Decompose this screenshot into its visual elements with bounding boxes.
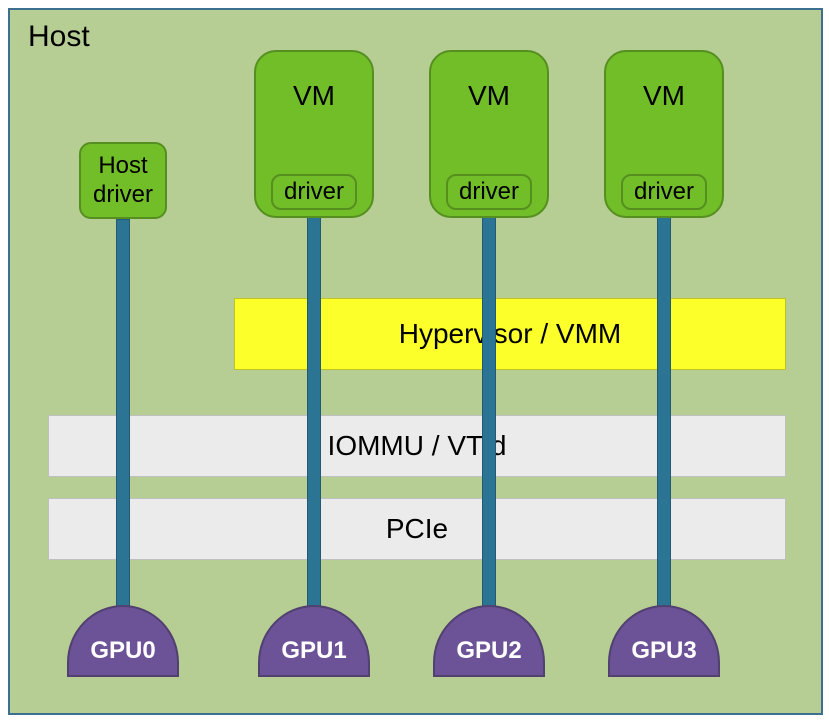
- host-title: Host: [28, 20, 90, 54]
- layer-pcie-label: PCIe: [386, 513, 448, 545]
- vm-driver-label-2: driver: [634, 178, 694, 206]
- gpu-label-1: GPU1: [281, 637, 346, 665]
- connector-1: [307, 210, 321, 615]
- gpu-label-0: GPU0: [90, 637, 155, 665]
- vm-driver-box-0: driver: [271, 174, 357, 210]
- host-driver-label: Host driver: [93, 152, 153, 210]
- layer-pcie: PCIe: [48, 498, 786, 560]
- vm-driver-box-2: driver: [621, 174, 707, 210]
- connector-3: [657, 210, 671, 615]
- layer-iommu-label: IOMMU / VT-d: [328, 430, 507, 462]
- host-driver-box: Host driver: [79, 142, 167, 219]
- vm-driver-box-1: driver: [446, 174, 532, 210]
- gpu-label-2: GPU2: [456, 637, 521, 665]
- connector-2: [482, 210, 496, 615]
- hypervisor-label: Hypervisor / VMM: [399, 318, 621, 350]
- vm-label-2: VM: [643, 80, 685, 112]
- vm-driver-label-0: driver: [284, 178, 344, 206]
- gpu-label-3: GPU3: [631, 637, 696, 665]
- vm-label-0: VM: [293, 80, 335, 112]
- diagram-canvas: Host Hypervisor / VMM IOMMU / VT-d PCIe Host…: [0, 0, 829, 721]
- layer-iommu: IOMMU / VT-d: [48, 415, 786, 477]
- connector-0: [116, 219, 130, 615]
- vm-label-1: VM: [468, 80, 510, 112]
- vm-driver-label-1: driver: [459, 178, 519, 206]
